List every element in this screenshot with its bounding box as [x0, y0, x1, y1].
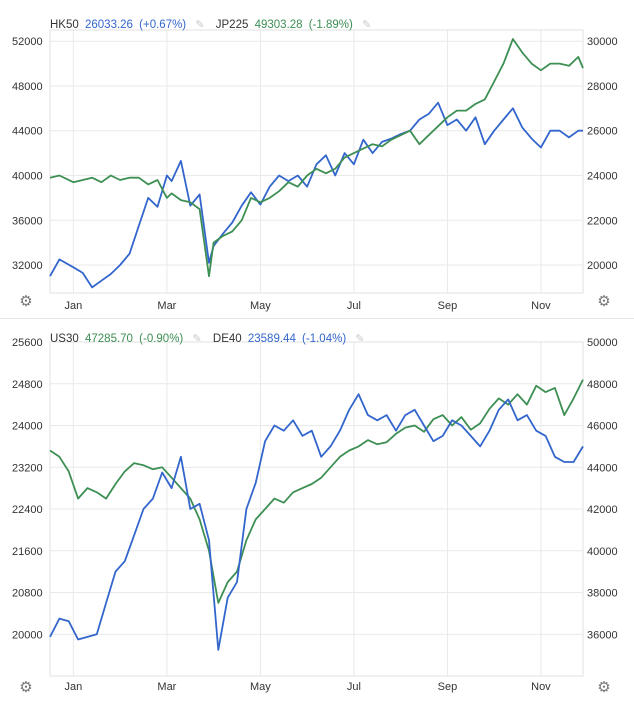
y-left-tick-label: 44000 [12, 126, 43, 138]
y-right-tick-label: 48000 [587, 379, 618, 391]
y-left-tick-label: 25600 [12, 337, 43, 349]
y-left-tick-label: 21600 [12, 546, 43, 558]
y-right-tick-label: 46000 [587, 421, 618, 433]
legend-symbol-de40: DE40 [212, 333, 242, 345]
y-left-tick-label: 52000 [12, 36, 43, 48]
series-line-us30[interactable] [49, 379, 584, 604]
chart-panel-bottom[interactable]: 25600 24800 24000 23200 22400 21600 20800 20000… [0, 320, 634, 705]
y-right-tick-label: 50000 [587, 337, 618, 349]
legend-change-jp225: (-1.89%) [308, 19, 353, 31]
plot-area [49, 341, 584, 677]
chart-top-svg[interactable]: 52000 48000 44000 40000 36000 32000 30000 28000… [0, 0, 634, 318]
x-tick-label: May [250, 300, 271, 312]
y-right-tick-label: 40000 [587, 546, 618, 558]
chart-legend-top: HK50 26033.26 (+0.67%) ✎ JP225 49303.28 … [50, 18, 379, 31]
y-right-tick-label: 42000 [587, 504, 618, 516]
y-right-tick-label: 30000 [587, 36, 618, 48]
chart-bottom-svg[interactable]: 25600 24800 24000 23200 22400 21600 20800 20000… [0, 320, 634, 705]
legend-value-jp225: 49303.28 [254, 19, 303, 31]
chart-panel-top[interactable]: 52000 48000 44000 40000 36000 32000 30000 28000… [0, 0, 634, 319]
x-tick-label: May [250, 681, 271, 693]
y-left-tick-label: 20000 [12, 629, 43, 641]
y-left-tick-label: 32000 [12, 260, 43, 272]
y-right-tick-label: 26000 [587, 126, 618, 138]
series-line-de40[interactable] [49, 393, 584, 651]
y-left-tick-label: 23200 [12, 462, 43, 474]
y-right-tick-label: 38000 [587, 588, 618, 600]
pencil-icon[interactable]: ✎ [355, 333, 365, 345]
y-right-tick-label: 24000 [587, 170, 618, 182]
x-tick-label: Jul [347, 681, 361, 693]
x-tick-label: Nov [531, 681, 551, 693]
y-left-tick-label: 20800 [12, 588, 43, 600]
x-tick-label: Jan [65, 300, 83, 312]
legend-change-de40: (-1.04%) [302, 333, 347, 345]
x-tick-label: Sep [438, 300, 458, 312]
legend-value-de40: 23589.44 [247, 333, 296, 345]
chart-legend-bottom: US30 47285.70 (-0.90%) ✎ DE40 23589.44 (… [50, 332, 373, 345]
x-tick-label: Jan [65, 681, 83, 693]
legend-change-us30: (-0.90%) [139, 333, 184, 345]
pencil-icon[interactable]: ✎ [362, 19, 372, 31]
y-right-tick-label: 28000 [587, 81, 618, 93]
y-left-tick-label: 40000 [12, 170, 43, 182]
series-line-hk50[interactable] [49, 101, 583, 289]
plot-area [49, 29, 584, 294]
y-right-tick-label: 20000 [587, 260, 618, 272]
y-left-tick-label: 24000 [12, 421, 43, 433]
gear-icon[interactable]: ⚙ [19, 293, 33, 310]
x-tick-label: Nov [531, 300, 551, 312]
y-left-tick-label: 36000 [12, 215, 43, 227]
y-right-tick-label: 22000 [587, 215, 618, 227]
x-tick-label: Mar [157, 300, 176, 312]
legend-symbol-hk50: HK50 [50, 19, 79, 31]
gear-icon[interactable]: ⚙ [597, 679, 611, 696]
gear-icon[interactable]: ⚙ [597, 293, 611, 310]
series-line-jp225[interactable] [49, 38, 584, 278]
pencil-icon[interactable]: ✎ [195, 19, 205, 31]
pencil-icon[interactable]: ✎ [192, 333, 202, 345]
y-right-tick-label: 44000 [587, 462, 618, 474]
y-right-tick-label: 36000 [587, 629, 618, 641]
y-left-tick-label: 48000 [12, 81, 43, 93]
x-tick-label: Jul [347, 300, 361, 312]
legend-symbol-jp225: JP225 [215, 19, 249, 31]
y-left-tick-label: 24800 [12, 379, 43, 391]
gear-icon[interactable]: ⚙ [19, 679, 33, 696]
x-tick-label: Sep [438, 681, 458, 693]
y-left-tick-label: 22400 [12, 504, 43, 516]
x-tick-label: Mar [157, 681, 176, 693]
legend-symbol-us30: US30 [50, 333, 79, 345]
legend-value-us30: 47285.70 [84, 333, 133, 345]
legend-value-hk50: 26033.26 [84, 19, 133, 31]
legend-change-hk50: (+0.67%) [139, 19, 187, 31]
